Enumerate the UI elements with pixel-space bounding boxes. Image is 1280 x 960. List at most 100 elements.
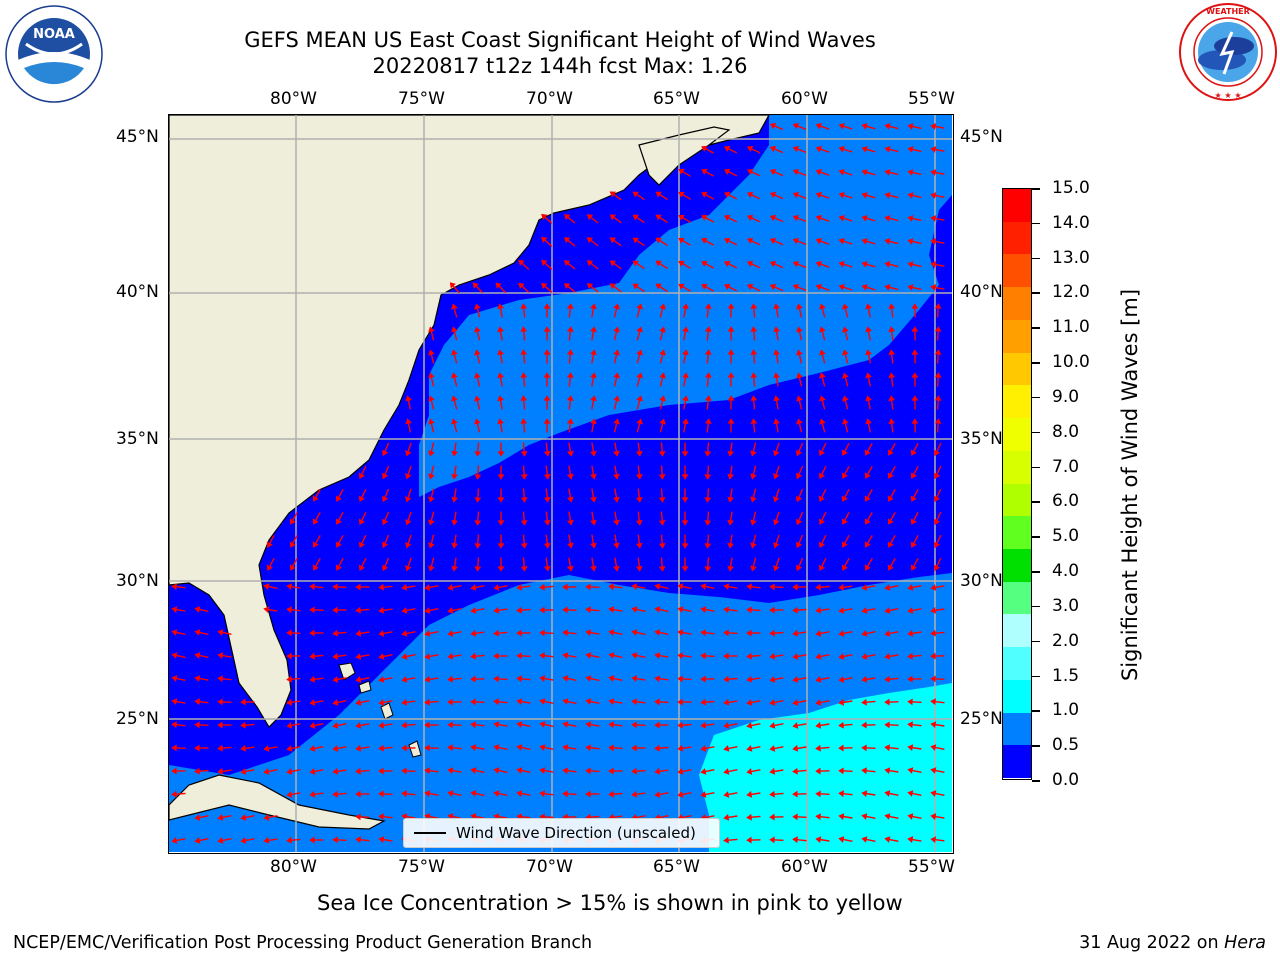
wave-direction-arrowhead [655, 191, 662, 198]
wave-direction-arrowhead [654, 675, 661, 683]
wave-direction-arrowhead [888, 372, 896, 379]
colorbar-segment [1003, 647, 1031, 681]
lon-label-top-70w: 70°W [526, 89, 573, 109]
wave-direction-arrowhead [539, 813, 545, 821]
wave-direction-arrowhead [815, 237, 822, 245]
colorbar-tick-mark [1032, 466, 1040, 469]
wave-direction-arrowhead [861, 238, 868, 245]
colorbar-tick-mark [1032, 640, 1040, 643]
wave-direction-arrowhead [635, 519, 643, 526]
colorbar-tick-mark [1032, 257, 1040, 260]
wave-direction-arrowhead [424, 584, 431, 591]
wave-direction-arrowhead [838, 192, 845, 199]
wave-direction-arrowhead [654, 583, 661, 590]
wave-direction-arrowhead [381, 564, 389, 572]
wave-direction-arrowhead [723, 675, 729, 683]
wave-direction-arrowhead [704, 474, 712, 480]
wave-direction-arrowhead [700, 629, 707, 637]
wave-direction-arrowhead [727, 542, 734, 549]
wave-direction-arrowhead [335, 564, 342, 571]
wave-direction-arrowhead [681, 497, 689, 503]
wave-direction-arrowhead [727, 395, 735, 401]
wave-direction-arrowhead [378, 744, 384, 752]
wave-direction-arrowhead [217, 837, 224, 844]
wave-direction-arrowhead [723, 629, 729, 637]
wave-direction-arrowhead [769, 629, 775, 637]
wave-direction-arrowhead [746, 606, 752, 614]
wave-direction-arrowhead [636, 395, 643, 402]
wave-direction-arrowhead [792, 744, 799, 752]
wave-direction-arrowhead [590, 565, 597, 572]
wave-direction-arrowhead [746, 790, 753, 798]
wave-direction-arrowhead [796, 395, 803, 402]
wave-direction-arrowhead [838, 767, 844, 775]
wave-direction-arrowhead [933, 564, 941, 572]
wave-direction-arrowhead [613, 372, 620, 379]
wave-direction-arrowhead [723, 722, 730, 729]
wave-direction-arrowhead [865, 395, 872, 402]
colorbar-tick-mark [1032, 536, 1040, 538]
wave-direction-arrowhead [401, 583, 408, 591]
wave-direction-arrowhead [447, 790, 454, 797]
wave-direction-arrowhead [724, 283, 731, 290]
wave-direction-arrowhead [838, 583, 845, 591]
wave-direction-arrowhead [884, 813, 891, 820]
wave-direction-arrowhead [678, 237, 685, 244]
wave-direction-arrowhead [516, 790, 523, 797]
wave-direction-arrowhead [451, 519, 458, 526]
wave-direction-arrowhead [631, 675, 638, 682]
wave-direction-arrowhead [585, 606, 591, 614]
wave-direction-arrowhead [474, 543, 482, 549]
wave-direction-arrowhead [838, 676, 845, 683]
wave-direction-arrowhead [795, 449, 803, 457]
wave-direction-arrowhead [590, 496, 597, 503]
wave-direction-arrowhead [681, 520, 689, 526]
wave-direction-arrowhead [424, 607, 431, 614]
wave-direction-arrowhead [405, 418, 412, 425]
colorbar-segment [1003, 581, 1031, 615]
wave-direction-arrowhead [609, 191, 617, 198]
wave-direction-arrowhead [769, 260, 777, 268]
colorbar-tick-label: 1.5 [1052, 665, 1080, 686]
wave-direction-arrowhead [608, 675, 615, 682]
wave-direction-arrowhead [585, 675, 592, 682]
colorbar-tick-label: 8.0 [1052, 421, 1080, 442]
wave-direction-arrowhead [539, 721, 546, 728]
wave-direction-arrowhead [677, 721, 683, 729]
lon-label-top-80w: 80°W [270, 89, 317, 109]
wave-direction-arrowhead [590, 303, 597, 310]
wave-direction-arrowhead [401, 790, 407, 798]
wave-direction-arrowhead [678, 283, 685, 290]
wave-direction-arrowhead [566, 372, 574, 378]
wave-direction-arrowhead [470, 584, 477, 591]
wave-direction-arrowhead [792, 168, 800, 176]
wave-direction-arrowhead [613, 473, 620, 480]
wave-direction-arrowhead [516, 583, 523, 591]
wave-direction-arrowhead [516, 744, 523, 751]
wave-direction-arrowhead [543, 565, 551, 572]
wave-direction-arrowhead [677, 606, 684, 613]
wave-direction-arrowhead [815, 145, 822, 153]
wave-direction-arrowhead [930, 606, 937, 614]
wave-direction-arrowhead [562, 629, 568, 637]
colorbar-segment [1003, 352, 1031, 386]
wave-direction-arrowhead [470, 629, 477, 637]
colorbar-tick-mark [1032, 745, 1040, 747]
wave-direction-arrowhead [474, 474, 482, 480]
wave-direction-arrowhead [907, 607, 914, 614]
wave-direction-arrowhead [864, 518, 871, 525]
wave-direction-arrowhead [677, 791, 684, 798]
wave-direction-arrowhead [590, 349, 597, 356]
wave-direction-arrowhead [654, 721, 660, 729]
wave-direction-arrowhead [217, 629, 224, 636]
wave-direction-arrowhead [746, 722, 753, 729]
wave-direction-arrowhead [911, 395, 919, 401]
wave-direction-arrowhead [704, 326, 712, 332]
wave-direction-arrowhead [217, 721, 223, 729]
wave-direction-arrowhead [700, 721, 707, 729]
wave-direction-arrowhead [470, 652, 476, 660]
wave-direction-arrowhead [677, 675, 683, 683]
colorbar-label: Significant Height of Wind Waves [m] [1118, 288, 1142, 682]
wave-direction-arrowhead [864, 495, 871, 502]
wave-direction-arrowhead [773, 450, 780, 457]
